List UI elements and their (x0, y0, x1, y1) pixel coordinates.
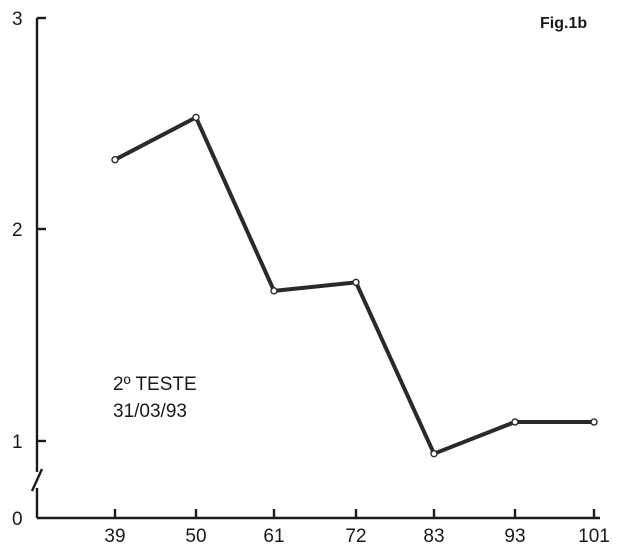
y-tick-label: 2 (12, 220, 23, 241)
annotation-test-number: 2º TESTE (113, 374, 197, 395)
data-point (590, 418, 598, 426)
x-ticks: 39 50 61 72 83 93 101 (104, 509, 610, 547)
data-point (430, 449, 438, 458)
x-tick-label: 39 (104, 526, 125, 547)
x-tick-label: 83 (423, 526, 444, 547)
annotation-date: 31/03/93 (113, 401, 187, 422)
data-point (192, 113, 200, 122)
x-tick-label: 61 (263, 526, 284, 547)
series-layer (111, 113, 598, 458)
x-tick-label: 101 (578, 526, 610, 547)
y-axis-break-mark (30, 468, 44, 492)
data-point (111, 156, 119, 164)
data-point (511, 418, 519, 426)
x-tick-label: 93 (504, 526, 525, 547)
x-tick-label: 50 (185, 526, 206, 547)
y-tick-label: 3 (12, 9, 23, 30)
data-point (270, 287, 278, 295)
data-point (352, 278, 360, 287)
y-tick-label: 1 (12, 432, 23, 453)
x-tick-label: 72 (345, 526, 366, 547)
figure-label: Fig.1b (540, 15, 587, 32)
y-tick-label: 0 (12, 509, 23, 530)
y-ticks: 0 1 2 3 (12, 9, 46, 530)
